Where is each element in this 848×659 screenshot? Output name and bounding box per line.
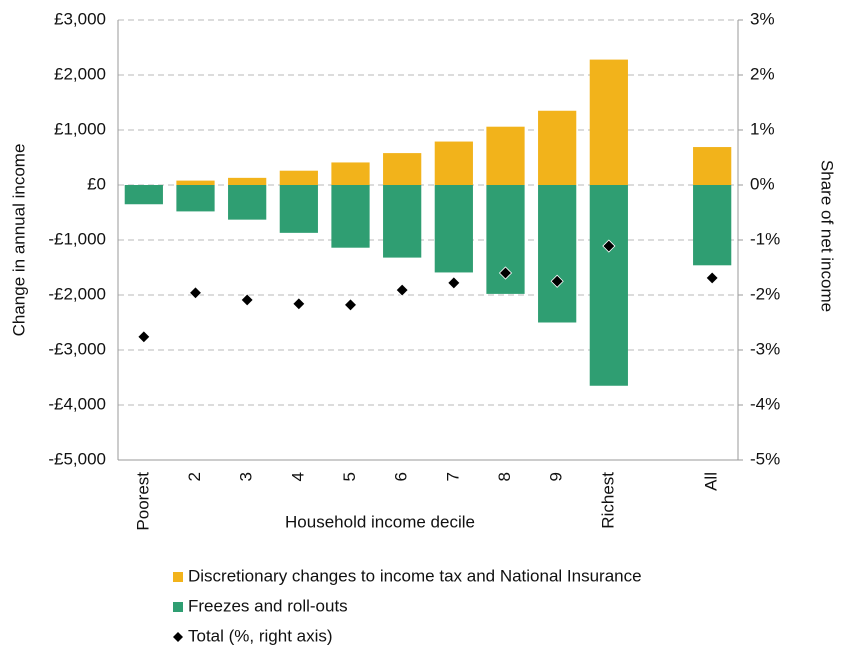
x-tick-label: 2: [185, 472, 204, 481]
x-tick-label: All: [702, 472, 721, 491]
bar: [589, 59, 628, 185]
x-tick-label: 5: [340, 472, 359, 481]
x-tick-label: Richest: [598, 472, 617, 529]
y-tick-label: £0: [87, 174, 106, 193]
y-tick-label: -£4,000: [48, 394, 106, 413]
legend-label: Freezes and roll-outs: [188, 596, 348, 615]
bar: [383, 153, 422, 185]
x-tick-label: 6: [392, 472, 411, 481]
y2-tick-label: 1%: [750, 119, 775, 138]
marker: [550, 274, 564, 288]
x-tick-label: 7: [443, 472, 462, 481]
y2-tick-label: -5%: [750, 449, 780, 468]
y2-tick-label: -4%: [750, 394, 780, 413]
y2-tick-label: 3%: [750, 9, 775, 28]
y-tick-label: -£2,000: [48, 284, 106, 303]
bar: [228, 177, 267, 185]
bar: [124, 185, 163, 205]
y-tick-label: £1,000: [54, 119, 106, 138]
y2-tick-label: 2%: [750, 64, 775, 83]
y-tick-label: -£1,000: [48, 229, 106, 248]
legend-swatch: [173, 602, 183, 612]
legend-swatch: [173, 572, 183, 582]
x-tick-label: 3: [237, 472, 256, 481]
y-axis-title: Change in annual income: [9, 144, 28, 337]
x-tick-label: Poorest: [133, 472, 152, 531]
x-axis-title: Household income decile: [285, 512, 475, 531]
bar: [383, 185, 422, 258]
bar: [589, 185, 628, 386]
bar: [279, 185, 318, 233]
y2-tick-label: -2%: [750, 284, 780, 303]
legend-marker: [173, 632, 183, 642]
x-tick-label: 4: [288, 472, 307, 481]
marker: [447, 276, 461, 290]
bar: [228, 185, 267, 220]
y2-axis-title: Share of net income: [818, 160, 837, 312]
y2-tick-label: 0%: [750, 174, 775, 193]
x-tick-label: 9: [547, 472, 566, 481]
y-tick-label: -£3,000: [48, 339, 106, 358]
y-tick-label: £2,000: [54, 64, 106, 83]
y-tick-label: £3,000: [54, 9, 106, 28]
bar: [693, 185, 732, 266]
legend-label: Discretionary changes to income tax and …: [188, 566, 642, 585]
marker: [137, 330, 151, 344]
marker: [343, 298, 358, 312]
bar: [279, 170, 318, 185]
bar: [331, 162, 370, 185]
legend-label: Total (%, right axis): [188, 626, 333, 645]
bar: [176, 185, 215, 212]
bar: [486, 126, 525, 185]
y2-tick-label: -3%: [750, 339, 780, 358]
bar: [331, 185, 370, 248]
marker: [498, 266, 513, 280]
marker: [395, 283, 409, 297]
marker: [705, 271, 719, 285]
y2-tick-label: -1%: [750, 229, 780, 248]
marker: [602, 239, 616, 253]
marker: [188, 286, 203, 300]
bar: [538, 185, 577, 323]
x-tick-label: 8: [495, 472, 514, 481]
bar: [176, 180, 215, 185]
bar: [693, 147, 732, 185]
bar: [434, 141, 473, 185]
y-tick-label: -£5,000: [48, 449, 106, 468]
marker: [240, 293, 254, 307]
bar: [538, 110, 577, 185]
bar: [434, 185, 473, 273]
marker: [292, 297, 306, 311]
